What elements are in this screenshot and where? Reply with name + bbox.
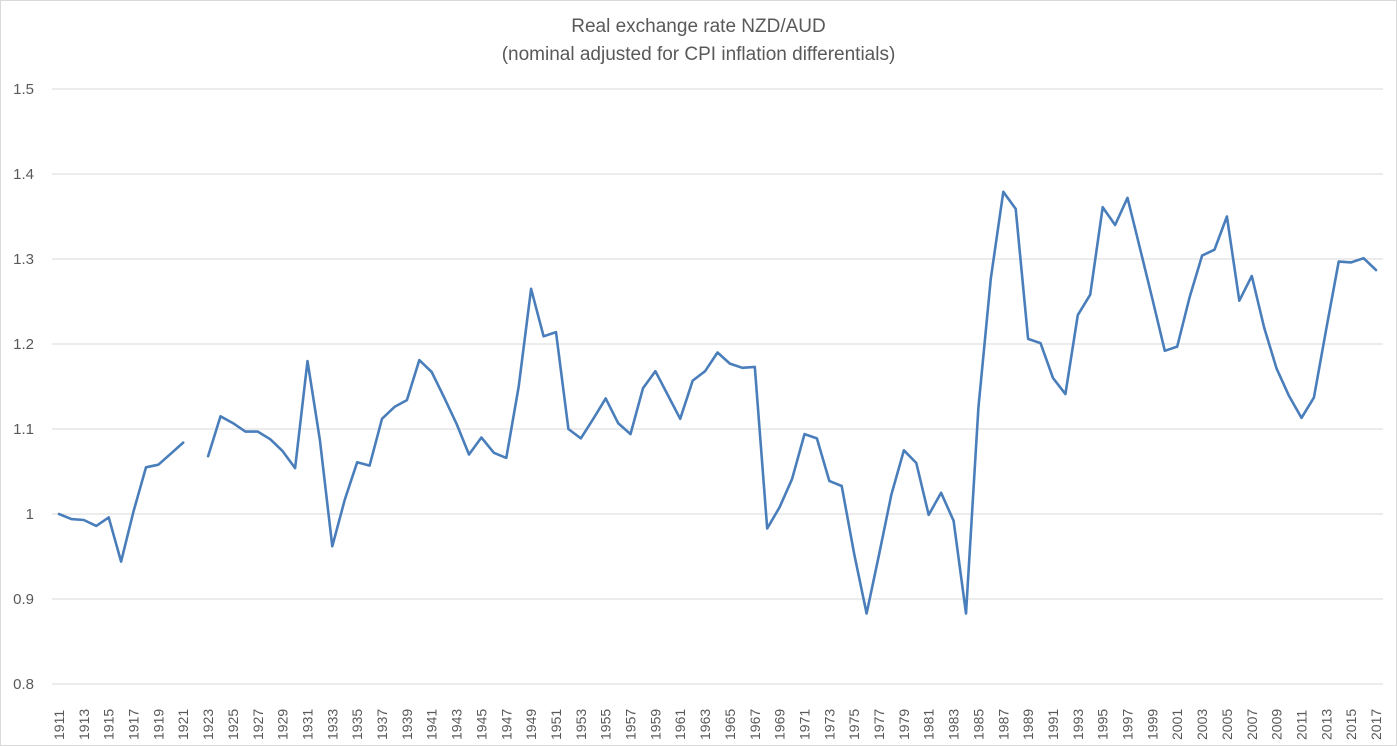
x-tick-label: 1981 [921, 709, 937, 740]
y-tick-label: 0.9 [13, 591, 34, 608]
y-tick-label: 1.4 [13, 166, 34, 183]
x-tick-label: 1939 [399, 709, 415, 740]
x-tick-label: 1951 [548, 709, 564, 740]
x-tick-label: 1989 [1020, 709, 1036, 740]
x-tick-label: 2013 [1318, 709, 1334, 740]
y-axis-labels: 0.8 0.9 1 1.1 1.2 1.3 1.4 1.5 [13, 81, 34, 693]
y-tick-label: 1.1 [13, 421, 34, 438]
x-tick-label: 1969 [772, 709, 788, 740]
x-tick-label: 1943 [449, 709, 465, 740]
x-tick-label: 1975 [846, 709, 862, 740]
x-tick-label: 1929 [275, 709, 291, 740]
x-tick-label: 1957 [623, 709, 639, 740]
x-tick-label: 2001 [1169, 709, 1185, 740]
x-tick-label: 1987 [995, 709, 1011, 740]
x-tick-label: 1997 [1120, 709, 1136, 740]
x-tick-label: 1947 [498, 709, 514, 740]
x-tick-label: 1937 [374, 709, 390, 740]
x-tick-label: 1923 [200, 709, 216, 740]
x-tick-label: 1983 [946, 709, 962, 740]
x-tick-label: 1953 [573, 709, 589, 740]
x-tick-label: 1919 [150, 709, 166, 740]
x-tick-label: 1999 [1144, 709, 1160, 740]
x-tick-label: 1931 [299, 709, 315, 740]
y-tick-label: 1.3 [13, 251, 34, 268]
y-tick-label: 1.5 [13, 81, 34, 98]
x-tick-label: 1979 [896, 709, 912, 740]
x-axis-labels: 1911 1913 1915 1917 1919 1921 1923 1925 1927 1929… [51, 709, 1384, 740]
x-tick-label: 2003 [1194, 709, 1210, 740]
x-tick-label: 1915 [101, 709, 117, 740]
x-tick-label: 1977 [871, 709, 887, 740]
y-tick-label: 1.2 [13, 336, 34, 353]
x-tick-label: 1973 [821, 709, 837, 740]
x-tick-label: 2017 [1368, 709, 1384, 740]
x-tick-label: 1917 [126, 709, 142, 740]
x-tick-label: 1935 [349, 709, 365, 740]
x-tick-label: 1959 [647, 709, 663, 740]
x-tick-label: 2009 [1269, 709, 1285, 740]
x-tick-label: 1933 [324, 709, 340, 740]
x-tick-label: 2007 [1244, 709, 1260, 740]
x-tick-label: 2015 [1343, 709, 1359, 740]
x-tick-label: 1921 [175, 709, 191, 740]
x-tick-label: 1995 [1095, 709, 1111, 740]
x-tick-label: 1971 [796, 709, 812, 740]
x-tick-label: 1961 [672, 709, 688, 740]
x-tick-label: 1993 [1070, 709, 1086, 740]
x-tick-label: 1911 [51, 710, 67, 740]
x-tick-label: 1963 [697, 709, 713, 740]
x-tick-label: 2005 [1219, 709, 1235, 740]
x-tick-label: 1927 [250, 709, 266, 740]
chart-subtitle: (nominal adjusted for CPI inflation diff… [501, 44, 896, 65]
x-tick-label: 1991 [1045, 709, 1061, 740]
x-tick-label: 1945 [473, 709, 489, 740]
x-tick-label: 1955 [598, 709, 614, 740]
y-tick-label: 1 [26, 506, 34, 523]
y-tick-label: 0.8 [13, 676, 34, 693]
x-tick-label: 1913 [76, 709, 92, 740]
x-tick-label: 1967 [747, 709, 763, 740]
x-tick-label: 1949 [523, 709, 539, 740]
x-tick-label: 1925 [225, 709, 241, 740]
data-line-series [57, 190, 1378, 615]
x-tick-label: 1965 [722, 709, 738, 740]
x-tick-label: 1985 [970, 709, 986, 740]
chart-title: Real exchange rate NZD/AUD [571, 16, 826, 37]
gridlines [52, 88, 1383, 685]
x-tick-label: 2011 [1293, 710, 1309, 740]
x-tick-label: 1941 [424, 709, 440, 740]
